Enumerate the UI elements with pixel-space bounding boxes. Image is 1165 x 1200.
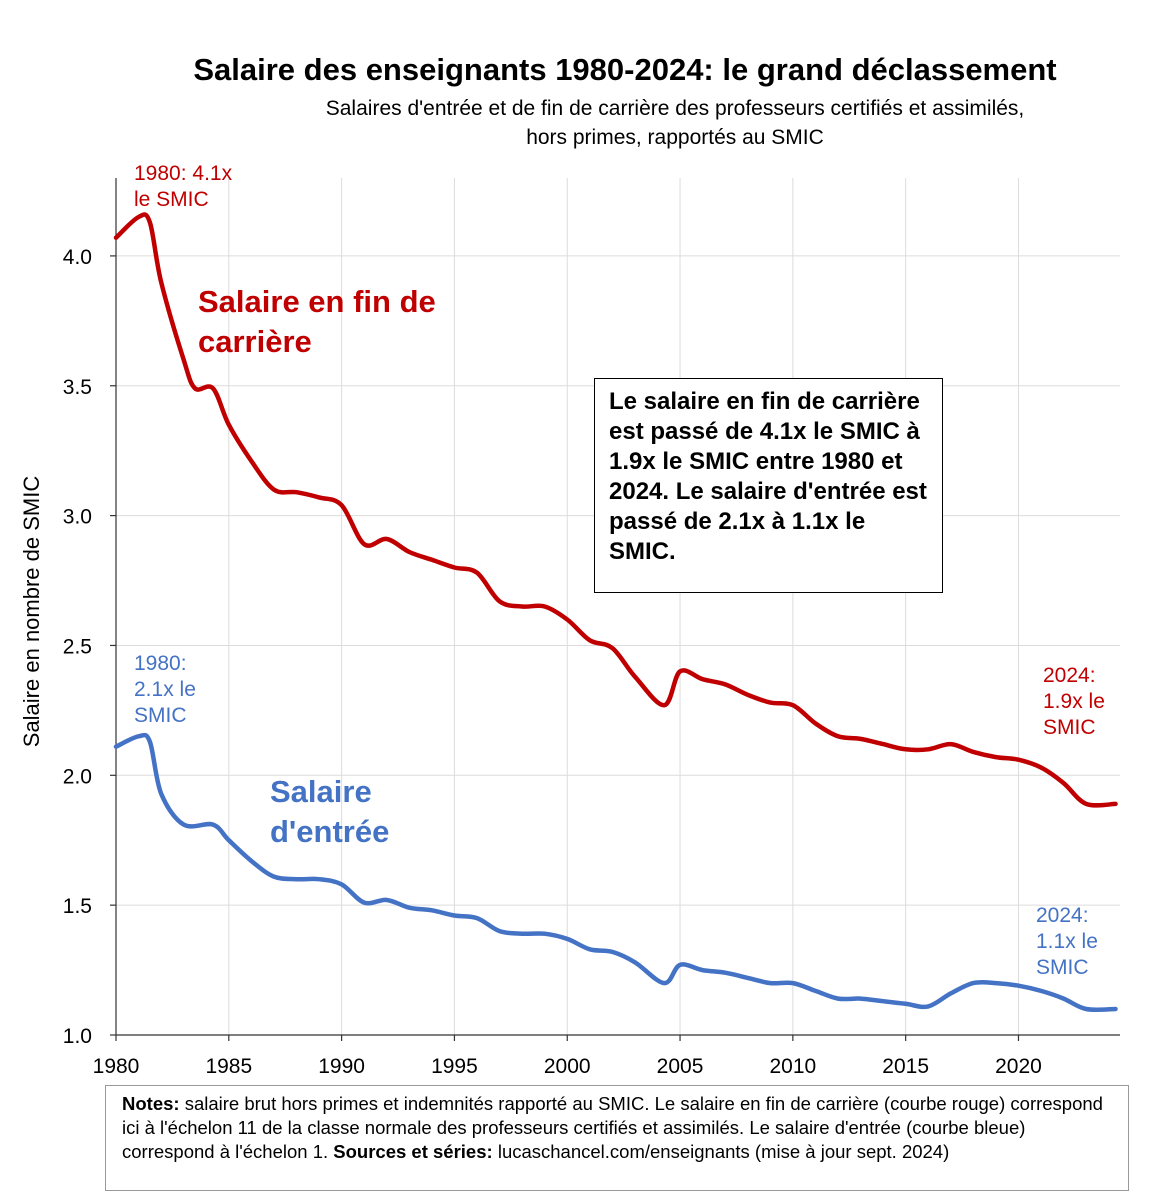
y-axis-label: Salaire en nombre de SMIC: [19, 476, 44, 748]
x-tick-label: 1990: [318, 1055, 365, 1078]
notes-label: Notes:: [122, 1093, 180, 1114]
end-annotation: SMIC: [1043, 716, 1096, 739]
sources-text: lucaschancel.com/enseignants (mise à jou…: [492, 1141, 950, 1162]
x-tick-label: 2020: [995, 1055, 1042, 1078]
chart-title: Salaire des enseignants 1980-2024: le gr…: [193, 52, 1057, 87]
series-line-entree: [113, 732, 1118, 1013]
start-annotation: 2.1x le: [134, 678, 196, 701]
series-label: carrière: [198, 324, 312, 359]
sources-label: Sources et séries:: [333, 1141, 493, 1162]
y-tick-label: 3.0: [63, 506, 92, 529]
x-tick-label: 2000: [544, 1055, 591, 1078]
series-label: Salaire en fin de: [198, 284, 436, 319]
start-annotation: 1980: 4.1x: [134, 162, 233, 185]
notes-box: Notes: salaire brut hors primes et indem…: [105, 1085, 1129, 1191]
series-line-fin-de-carriere: [113, 212, 1118, 808]
y-tick-label: 1.0: [63, 1025, 92, 1048]
series-label: Salaire: [270, 774, 372, 809]
series-label: d'entrée: [270, 814, 389, 849]
y-tick-label: 4.0: [63, 246, 92, 269]
y-tick-label: 3.5: [63, 376, 92, 399]
line-chart: 1980 1985 1990 1995 2000 2005 2010 2015 2020 1.0 1…: [19, 162, 1120, 1078]
x-tick-label: 1985: [205, 1055, 252, 1078]
subtitle-line-1: Salaires d'entrée et de fin de carrière …: [325, 97, 1025, 120]
x-tick-label: 2005: [657, 1055, 704, 1078]
end-annotation: 2024:: [1043, 664, 1096, 687]
end-annotation: SMIC: [1036, 956, 1089, 979]
start-annotation: le SMIC: [134, 188, 209, 211]
x-tick-label: 1995: [431, 1055, 478, 1078]
end-annotation: 1.9x le: [1043, 690, 1105, 713]
callout-box: Le salaire en fin de carrière est passé …: [594, 378, 943, 593]
x-tick-label: 1980: [93, 1055, 140, 1078]
subtitle-line-2: hors primes, rapportés au SMIC: [526, 126, 824, 149]
end-annotation: 1.1x le: [1036, 930, 1098, 953]
x-tick-label: 2015: [882, 1055, 929, 1078]
end-annotation: 2024:: [1036, 904, 1089, 927]
notes-text: salaire brut hors primes et indemnités r…: [122, 1093, 1103, 1162]
start-annotation: 1980:: [134, 652, 187, 675]
chart-subtitle: Salaires d'entrée et de fin de carrière …: [140, 94, 1165, 152]
start-annotation: SMIC: [134, 704, 187, 727]
y-tick-label: 1.5: [63, 895, 92, 918]
y-tick-label: 2.5: [63, 635, 92, 658]
x-tick-label: 2010: [769, 1055, 816, 1078]
y-tick-label: 2.0: [63, 765, 92, 788]
